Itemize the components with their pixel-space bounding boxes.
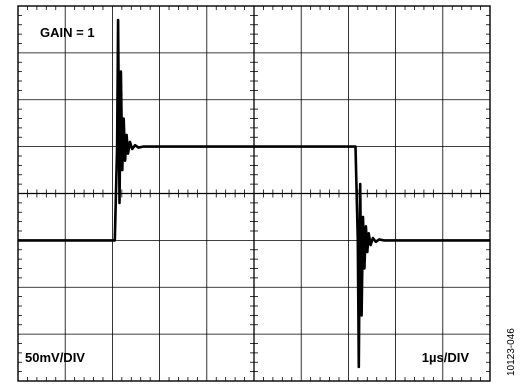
vertical-scale-label: 50mV/DIV xyxy=(25,350,85,365)
horizontal-scale-label: 1µs/DIV xyxy=(422,350,470,365)
signal-trace xyxy=(18,18,490,369)
figure-id: 10123-046 xyxy=(506,328,517,376)
gain-label: GAIN = 1 xyxy=(40,25,95,40)
plot-frame xyxy=(17,5,491,382)
